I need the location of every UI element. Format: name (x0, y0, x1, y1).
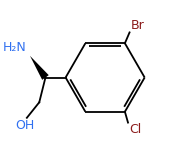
Text: Cl: Cl (129, 123, 141, 136)
Text: OH: OH (16, 119, 35, 132)
Text: Br: Br (131, 19, 145, 32)
Polygon shape (30, 56, 49, 80)
Text: H₂N: H₂N (3, 41, 27, 54)
